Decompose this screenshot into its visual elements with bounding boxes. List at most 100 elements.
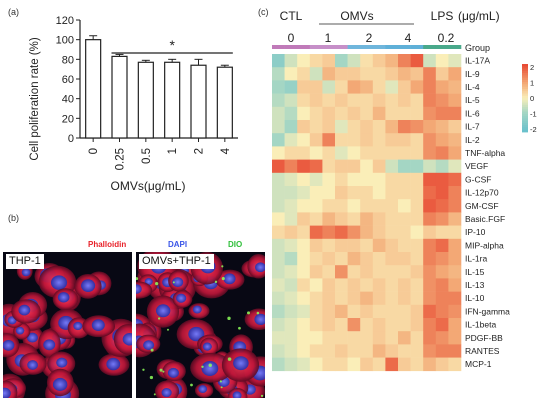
cell-nucleus xyxy=(192,305,202,314)
heatmap-cell xyxy=(435,199,449,213)
heatmap-cell xyxy=(272,146,285,160)
heatmap-cell xyxy=(309,291,323,306)
cell-nucleus xyxy=(122,333,132,346)
heatmap-cell xyxy=(448,252,462,266)
heatmap-cell xyxy=(272,252,285,266)
heatmap-cell xyxy=(272,357,285,372)
heatmap-cell xyxy=(435,186,449,200)
heatmap-cell xyxy=(423,225,437,240)
heatmap-row-label: IL-1beta xyxy=(465,320,496,330)
heatmap-cell xyxy=(322,344,336,358)
stain-dio: DIO xyxy=(228,240,243,249)
heatmap-cell xyxy=(360,304,374,319)
heatmap-cell xyxy=(435,146,449,160)
heatmap-cell xyxy=(410,331,424,345)
heatmap-cell xyxy=(372,304,386,319)
bar-chart: 0 20 40 60 80 100 120 0 0.25 0.5 1 2 4 * Cell polife… xyxy=(29,15,238,193)
heatmap-cell xyxy=(322,172,336,187)
cell-nucleus xyxy=(57,292,70,303)
heatmap-cell xyxy=(297,304,311,319)
heatmap-cell xyxy=(284,278,298,292)
heatmap-cell xyxy=(360,67,374,81)
heatmap-cell xyxy=(385,238,399,253)
heatmap-cell xyxy=(398,265,411,279)
cell-nucleus xyxy=(52,377,68,391)
heatmap-cell xyxy=(410,120,424,134)
heatmap-cell xyxy=(309,93,323,108)
heatmap-cell xyxy=(360,357,374,372)
heatmap-cell xyxy=(297,120,311,134)
heatmap-row-label: IL-6 xyxy=(465,108,480,118)
cell-nucleus xyxy=(21,268,31,277)
heatmap-cell xyxy=(360,212,374,226)
heatmap-cell xyxy=(410,172,424,187)
cell-nucleus xyxy=(143,340,155,351)
heatmap-cell xyxy=(410,344,424,358)
panel-label-c: (c) xyxy=(258,7,269,17)
y-tick-label: 40 xyxy=(62,94,74,106)
heatmap-cell xyxy=(360,199,374,213)
dio-signal xyxy=(201,365,204,369)
heatmap-cell xyxy=(435,120,449,134)
heatmap-cell xyxy=(423,265,437,279)
legend-step xyxy=(522,122,528,126)
legend-step xyxy=(522,127,528,131)
heatmap-cell xyxy=(435,106,449,121)
sub-2: 2 xyxy=(366,31,373,45)
legend-step xyxy=(522,104,528,108)
heatmap-cell xyxy=(322,212,336,226)
heatmap-cell xyxy=(448,67,462,81)
heatmap-cell xyxy=(385,93,399,108)
stain-phalloidin: Phalloidin xyxy=(88,240,127,249)
heatmap-cell xyxy=(398,199,411,213)
cell-nucleus xyxy=(73,321,83,331)
dio-signal xyxy=(155,282,159,286)
heatmap-cell xyxy=(385,212,399,226)
heatmap-cell xyxy=(322,93,336,108)
heatmap-cell xyxy=(272,304,285,319)
heatmap-cell xyxy=(322,278,336,292)
heatmap-cell xyxy=(372,67,386,81)
heatmap-cell xyxy=(297,80,311,94)
heatmap-cell xyxy=(423,172,437,187)
bar-chart-axes: 0 20 40 60 80 100 120 0 0.25 0.5 1 2 4 xyxy=(56,15,238,170)
legend-tick-label: 0 xyxy=(530,94,534,103)
heatmap-cell xyxy=(335,238,348,253)
heatmap-cell xyxy=(284,67,298,81)
heatmap-cell xyxy=(360,331,374,345)
heatmap-cell xyxy=(360,291,374,306)
header-omvs: OMVs xyxy=(340,9,373,23)
heatmap-cell xyxy=(284,106,298,121)
heatmap-cell xyxy=(347,225,361,240)
legend-step xyxy=(522,125,528,128)
heatmap-cell xyxy=(347,67,361,81)
heatmap-cell xyxy=(448,278,462,292)
heatmap-cell xyxy=(272,120,285,134)
heatmap-cell xyxy=(335,146,348,160)
y-tick-label: 100 xyxy=(56,35,74,47)
heatmap-cell xyxy=(297,212,311,226)
heatmap-cell xyxy=(272,93,285,108)
legend-tick-label: 2 xyxy=(530,63,534,72)
heatmap-cell xyxy=(423,133,437,147)
legend-tick-label: 1 xyxy=(530,79,534,88)
heatmap-cell xyxy=(448,199,462,213)
heatmap-cell xyxy=(335,199,348,213)
dio-signal xyxy=(162,370,165,373)
heatmap-cell xyxy=(297,199,311,213)
heatmap-cell xyxy=(448,186,462,200)
group-color-cell xyxy=(309,45,323,49)
heatmap-cell xyxy=(372,318,386,332)
sub-lps: 0.2 xyxy=(438,31,455,45)
dio-signal xyxy=(220,386,223,389)
heatmap-cell xyxy=(423,252,437,266)
heatmap-cell xyxy=(309,199,323,213)
heatmap-cell xyxy=(322,238,336,253)
group-color-cell xyxy=(398,45,411,49)
heatmap-cell xyxy=(423,80,437,94)
heatmap-cell xyxy=(360,80,374,94)
heatmap-cell xyxy=(372,80,386,94)
heatmap-cell xyxy=(297,186,311,200)
heatmap-cell xyxy=(347,172,361,187)
heatmap-cell xyxy=(347,120,361,134)
